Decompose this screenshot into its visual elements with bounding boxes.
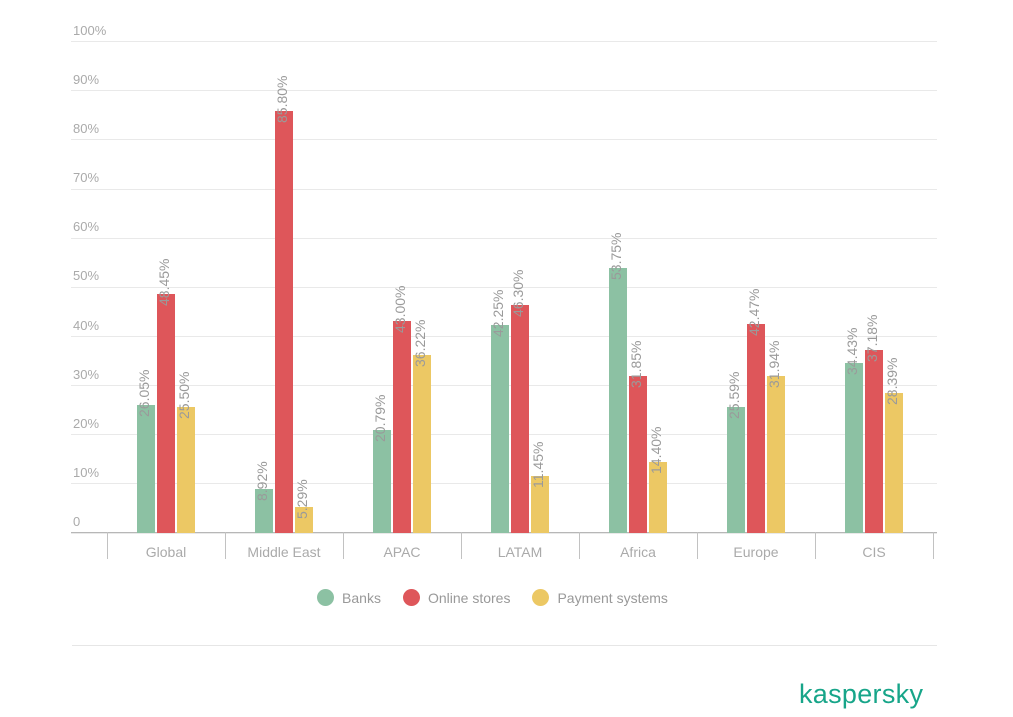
svg-text:kaspersky: kaspersky [799,680,923,709]
